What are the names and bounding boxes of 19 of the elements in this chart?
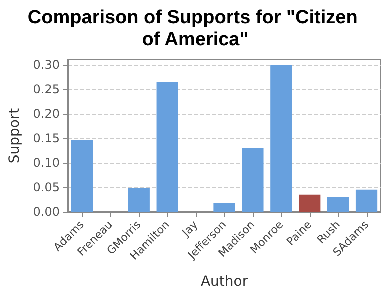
bar [128, 188, 150, 212]
y-tick-label: 0.15 [33, 131, 60, 146]
y-tick-label: 0.20 [33, 106, 60, 121]
bar [71, 140, 94, 212]
bar [214, 203, 236, 212]
x-axis-title: Author [200, 274, 248, 290]
y-tick-label: 0.30 [33, 58, 60, 72]
bar [356, 190, 378, 212]
y-tick-label: 0.10 [33, 156, 60, 170]
y-tick-label: 0.25 [33, 82, 60, 96]
bar [299, 194, 321, 212]
y-tick-label: 0.00 [33, 205, 60, 219]
bar [328, 197, 350, 212]
bar [270, 65, 292, 212]
chart-title: Comparison of Supports for "Citizen of America" [28, 8, 364, 50]
bar [242, 148, 264, 212]
bar [156, 82, 178, 212]
y-tick-label: 0.05 [33, 180, 60, 194]
y-axis-title: Support [7, 108, 23, 164]
